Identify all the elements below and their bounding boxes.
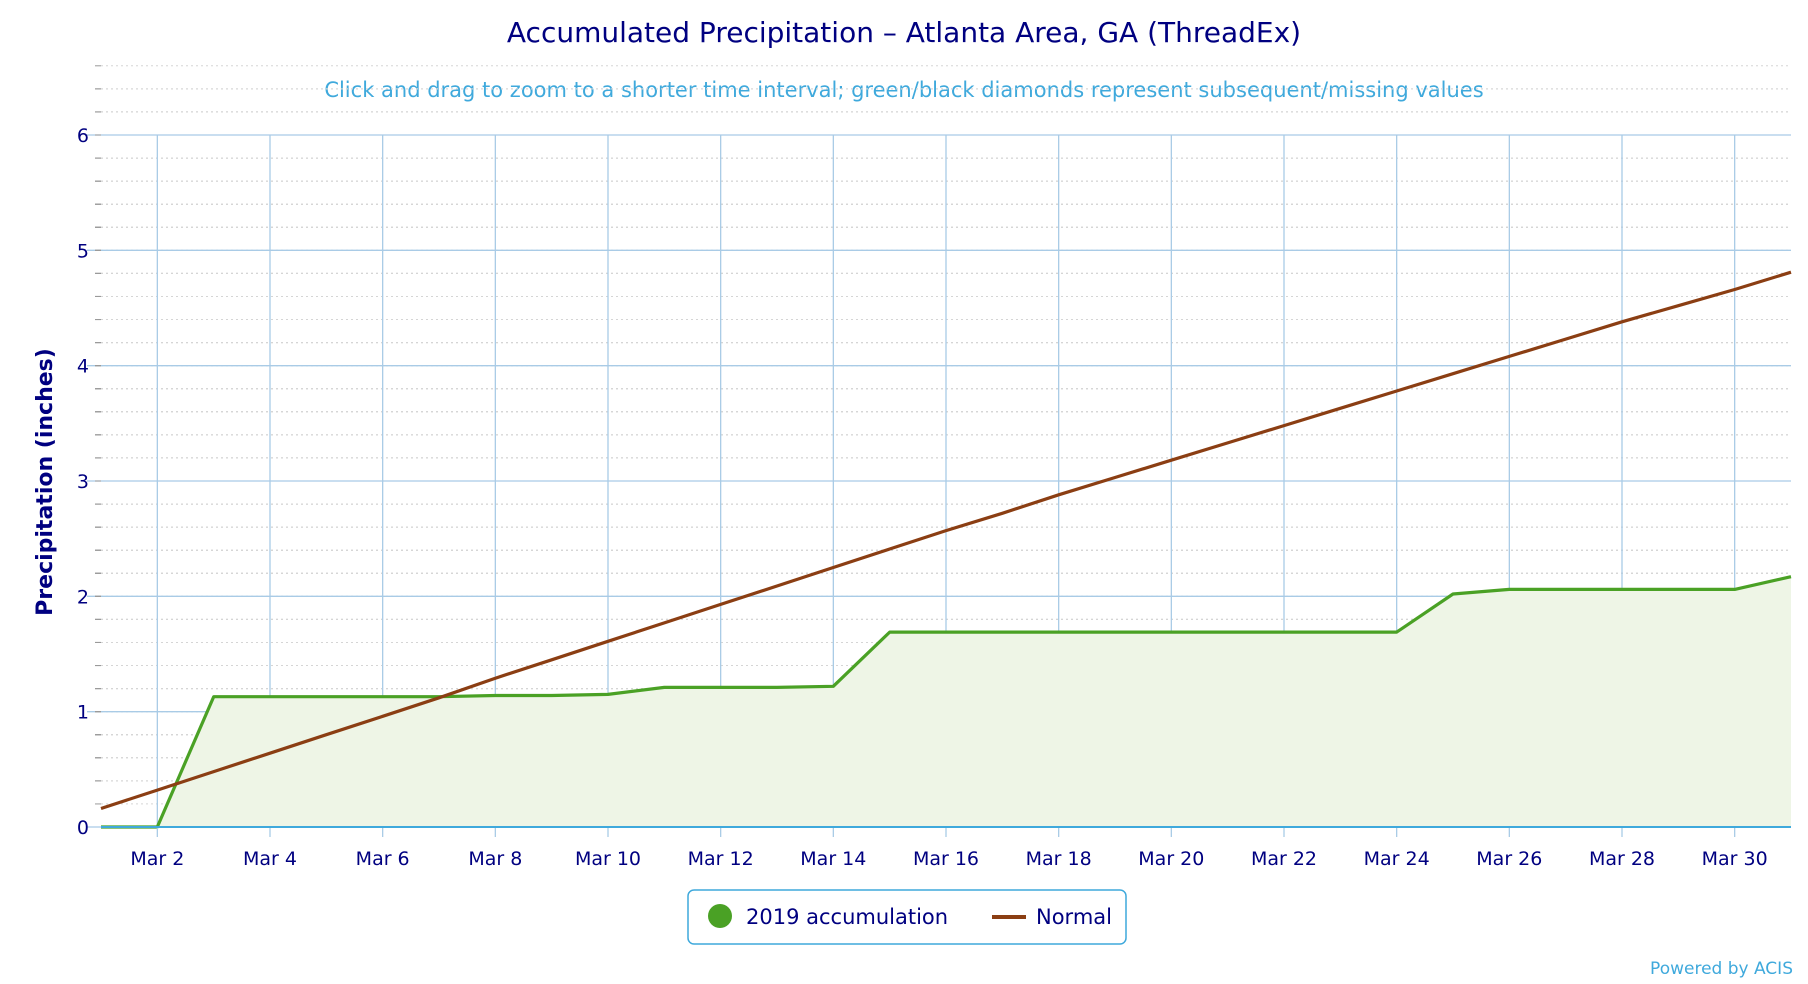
legend-item-normal[interactable]: Normal bbox=[992, 905, 1112, 929]
legend-label-2019-accumulation: 2019 accumulation bbox=[746, 905, 948, 929]
legend[interactable]: 2019 accumulation Normal bbox=[687, 889, 1127, 945]
x-tick-label: Mar 4 bbox=[243, 848, 297, 870]
accumulation-area bbox=[101, 576, 1791, 827]
y-tick-label: 1 bbox=[77, 702, 89, 724]
series-line-normal bbox=[100, 270, 1792, 811]
x-tick-label: Mar 30 bbox=[1702, 848, 1768, 870]
series-area-2019-accumulation bbox=[101, 576, 1791, 827]
x-tick-label: Mar 16 bbox=[913, 848, 979, 870]
legend-marker-2019-accumulation bbox=[708, 904, 732, 928]
legend-box bbox=[687, 889, 1127, 945]
x-tick-label: Mar 20 bbox=[1138, 848, 1204, 870]
x-tick-label: Mar 6 bbox=[356, 848, 410, 870]
legend-item-2019-accumulation[interactable]: 2019 accumulation bbox=[708, 904, 948, 929]
y-tick-label: 3 bbox=[77, 471, 89, 493]
axes: 0 1 2 3 4 5 6 Mar 2 Mar 4 Mar 6 Mar 8 Mar 10 Mar 12 M… bbox=[77, 65, 1791, 870]
y-tick-label: 0 bbox=[77, 817, 89, 839]
credit-link[interactable]: Powered by ACIS bbox=[1650, 959, 1793, 979]
series-lines bbox=[100, 270, 1792, 829]
x-tick-label: Mar 28 bbox=[1589, 848, 1655, 870]
y-tick-label: 6 bbox=[77, 125, 89, 147]
x-tick-label: Mar 10 bbox=[575, 848, 641, 870]
y-tick-label: 4 bbox=[77, 356, 89, 378]
series-line-2019-accumulation bbox=[101, 575, 1792, 829]
chart-title: Accumulated Precipitation – Atlanta Area… bbox=[507, 16, 1301, 49]
legend-label-normal: Normal bbox=[1036, 905, 1112, 929]
x-tick-label: Mar 8 bbox=[468, 848, 522, 870]
x-tick-label: Mar 24 bbox=[1364, 848, 1430, 870]
chart-subtitle: Click and drag to zoom to a shorter time… bbox=[324, 78, 1483, 102]
x-tick-label: Mar 12 bbox=[688, 848, 754, 870]
x-tick-label: Mar 18 bbox=[1026, 848, 1092, 870]
x-tick-label: Mar 22 bbox=[1251, 848, 1317, 870]
x-tick-label: Mar 2 bbox=[130, 848, 184, 870]
x-tick-label: Mar 14 bbox=[800, 848, 866, 870]
y-tick-label: 5 bbox=[77, 240, 89, 262]
y-axis-title: Precipitation (inches) bbox=[33, 348, 58, 616]
x-tick-label: Mar 26 bbox=[1476, 848, 1542, 870]
y-tick-label: 2 bbox=[77, 586, 89, 608]
